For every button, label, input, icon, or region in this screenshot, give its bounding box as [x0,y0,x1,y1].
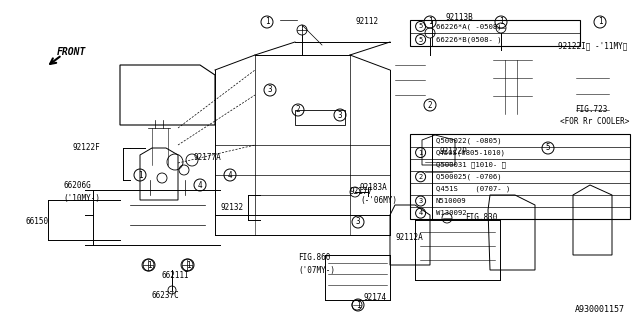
Text: 66226*A( -0508): 66226*A( -0508) [436,23,501,30]
Text: 1: 1 [598,18,602,27]
Text: Q500031 【1010- 】: Q500031 【1010- 】 [436,161,506,168]
Text: 1: 1 [186,260,190,269]
Bar [410,134,630,219]
Text: 2: 2 [296,106,300,115]
Text: 66206G: 66206G [63,181,91,190]
Text: 92132: 92132 [221,203,244,212]
Text: 92183A: 92183A [360,183,388,193]
Text: 92112A: 92112A [395,234,423,243]
Text: 92113B: 92113B [445,13,473,22]
Text: 2: 2 [428,100,432,109]
Text: 3: 3 [356,218,360,227]
Text: 92177: 92177 [350,188,373,196]
Text: 1: 1 [419,149,423,156]
Text: 92177A: 92177A [193,153,221,162]
Text: 1: 1 [499,18,503,27]
Text: 5: 5 [419,23,423,29]
Text: 1: 1 [265,18,269,27]
Text: 66237C: 66237C [152,291,180,300]
Text: 92174: 92174 [363,293,386,302]
Text: 3: 3 [268,85,272,94]
Text: 4: 4 [419,210,423,216]
Text: ('07MY-): ('07MY-) [298,266,335,275]
Text: Q450S(0805-1010): Q450S(0805-1010) [436,149,506,156]
Text: 92122P: 92122P [440,148,468,156]
Text: 66211I: 66211I [162,270,189,279]
Text: 1: 1 [138,171,142,180]
Text: W130092: W130092 [436,210,466,216]
Text: 3: 3 [338,110,342,119]
Text: 5: 5 [419,36,423,43]
Text: N510009: N510009 [436,198,466,204]
Text: 92122F: 92122F [72,143,100,153]
Text: Q451S    (0707- ): Q451S (0707- ) [436,186,510,192]
Text: Q500022( -0805): Q500022( -0805) [436,137,501,144]
Text: 4: 4 [228,171,232,180]
Bar [410,20,580,46]
Text: A930001157: A930001157 [575,306,625,315]
Text: 92122I〈 -'11MY〉: 92122I〈 -'11MY〉 [558,42,627,51]
Text: 92112: 92112 [355,18,378,27]
Text: 66226*B(0508- ): 66226*B(0508- ) [436,36,501,43]
Text: 3: 3 [419,198,423,204]
Text: 66150: 66150 [26,218,49,227]
Text: 1: 1 [147,260,151,269]
Text: FIG.723: FIG.723 [575,106,607,115]
Text: (-'06MY): (-'06MY) [360,196,397,204]
Text: 4: 4 [198,180,202,189]
Text: <FOR Rr COOLER>: <FOR Rr COOLER> [560,117,629,126]
Text: FIG.830: FIG.830 [465,213,497,222]
Text: ('10MY-): ('10MY-) [63,194,100,203]
Text: FRONT: FRONT [57,47,86,57]
Text: 1: 1 [356,300,360,309]
Text: 5: 5 [546,143,550,153]
Text: Q500025( -0706): Q500025( -0706) [436,173,501,180]
Text: FIG.860: FIG.860 [298,253,330,262]
Text: 2: 2 [419,174,423,180]
Text: 1: 1 [428,18,432,27]
